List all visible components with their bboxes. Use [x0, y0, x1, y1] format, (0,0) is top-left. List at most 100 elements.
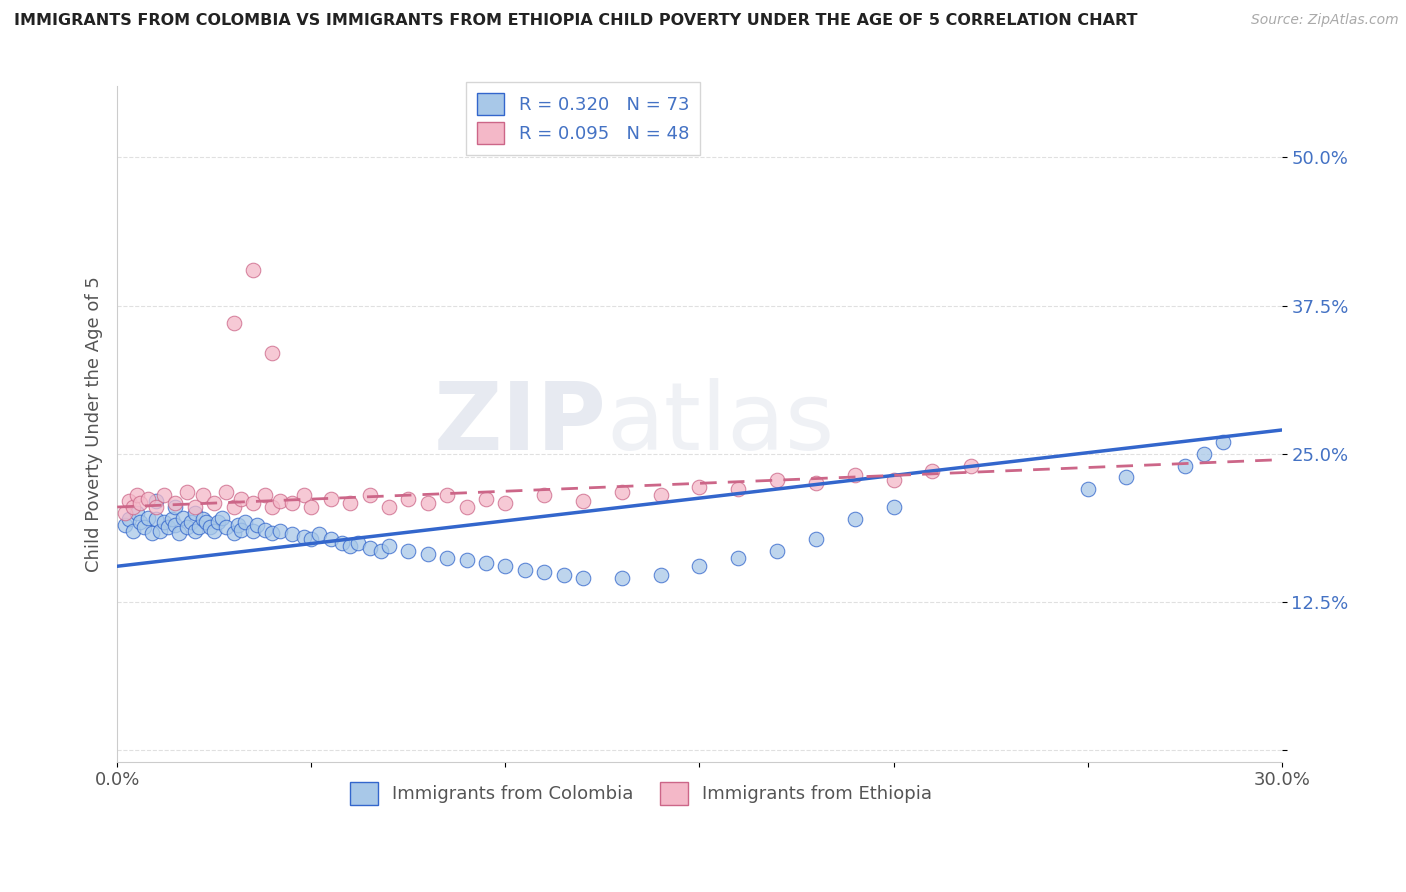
Point	[330, 535, 353, 549]
Point	[242, 524, 264, 538]
Point	[141, 526, 163, 541]
Point	[299, 500, 322, 514]
Point	[202, 496, 225, 510]
Point	[513, 563, 536, 577]
Y-axis label: Child Poverty Under the Age of 5: Child Poverty Under the Age of 5	[86, 277, 103, 572]
Point	[176, 520, 198, 534]
Point	[960, 458, 983, 473]
Point	[416, 496, 439, 510]
Point	[242, 496, 264, 510]
Point	[456, 500, 478, 514]
Point	[378, 500, 401, 514]
Point	[1174, 458, 1197, 473]
Point	[533, 565, 555, 579]
Point	[222, 500, 245, 514]
Point	[172, 510, 194, 524]
Point	[222, 316, 245, 330]
Point	[553, 567, 575, 582]
Point	[319, 491, 342, 506]
Point	[262, 526, 284, 541]
Point	[222, 526, 245, 541]
Point	[688, 559, 710, 574]
Point	[262, 346, 284, 360]
Point	[118, 512, 141, 526]
Point	[269, 494, 291, 508]
Point	[215, 484, 238, 499]
Point	[436, 488, 458, 502]
Point	[114, 506, 136, 520]
Point	[180, 516, 202, 530]
Point	[650, 488, 672, 502]
Point	[650, 567, 672, 582]
Point	[125, 506, 148, 520]
Point	[610, 484, 633, 499]
Point	[184, 524, 207, 538]
Point	[475, 491, 498, 506]
Point	[152, 488, 174, 502]
Point	[129, 496, 152, 510]
Point	[319, 532, 342, 546]
Point	[292, 530, 315, 544]
Point	[844, 468, 866, 483]
Point	[396, 544, 419, 558]
Point	[160, 512, 183, 526]
Text: atlas: atlas	[606, 378, 835, 470]
Point	[165, 500, 187, 514]
Point	[129, 516, 152, 530]
Point	[125, 488, 148, 502]
Point	[169, 526, 191, 541]
Point	[145, 512, 167, 526]
Point	[136, 510, 159, 524]
Point	[191, 488, 214, 502]
Point	[191, 512, 214, 526]
Point	[416, 548, 439, 562]
Point	[572, 571, 595, 585]
Point	[253, 523, 276, 537]
Point	[308, 527, 330, 541]
Point	[134, 520, 156, 534]
Point	[242, 263, 264, 277]
Point	[118, 494, 141, 508]
Point	[688, 480, 710, 494]
Point	[176, 484, 198, 499]
Point	[533, 488, 555, 502]
Point	[804, 532, 827, 546]
Point	[347, 535, 370, 549]
Point	[396, 491, 419, 506]
Point	[165, 496, 187, 510]
Point	[145, 500, 167, 514]
Point	[1212, 434, 1234, 449]
Legend: Immigrants from Colombia, Immigrants from Ethiopia: Immigrants from Colombia, Immigrants fro…	[342, 773, 941, 814]
Point	[766, 544, 789, 558]
Point	[339, 539, 361, 553]
Point	[883, 473, 905, 487]
Point	[207, 516, 229, 530]
Point	[231, 523, 253, 537]
Point	[226, 517, 249, 532]
Point	[200, 520, 222, 534]
Point	[233, 516, 256, 530]
Point	[370, 544, 392, 558]
Point	[187, 520, 209, 534]
Point	[253, 488, 276, 502]
Point	[1192, 447, 1215, 461]
Point	[610, 571, 633, 585]
Point	[727, 551, 749, 566]
Point	[114, 517, 136, 532]
Point	[727, 482, 749, 496]
Point	[766, 473, 789, 487]
Point	[844, 512, 866, 526]
Point	[269, 524, 291, 538]
Point	[339, 496, 361, 510]
Point	[1115, 470, 1137, 484]
Point	[804, 476, 827, 491]
Point	[921, 465, 943, 479]
Point	[475, 556, 498, 570]
Point	[136, 491, 159, 506]
Point	[378, 539, 401, 553]
Point	[231, 491, 253, 506]
Point	[121, 524, 143, 538]
Point	[156, 520, 179, 534]
Text: IMMIGRANTS FROM COLOMBIA VS IMMIGRANTS FROM ETHIOPIA CHILD POVERTY UNDER THE AGE: IMMIGRANTS FROM COLOMBIA VS IMMIGRANTS F…	[14, 13, 1137, 29]
Text: Source: ZipAtlas.com: Source: ZipAtlas.com	[1251, 13, 1399, 28]
